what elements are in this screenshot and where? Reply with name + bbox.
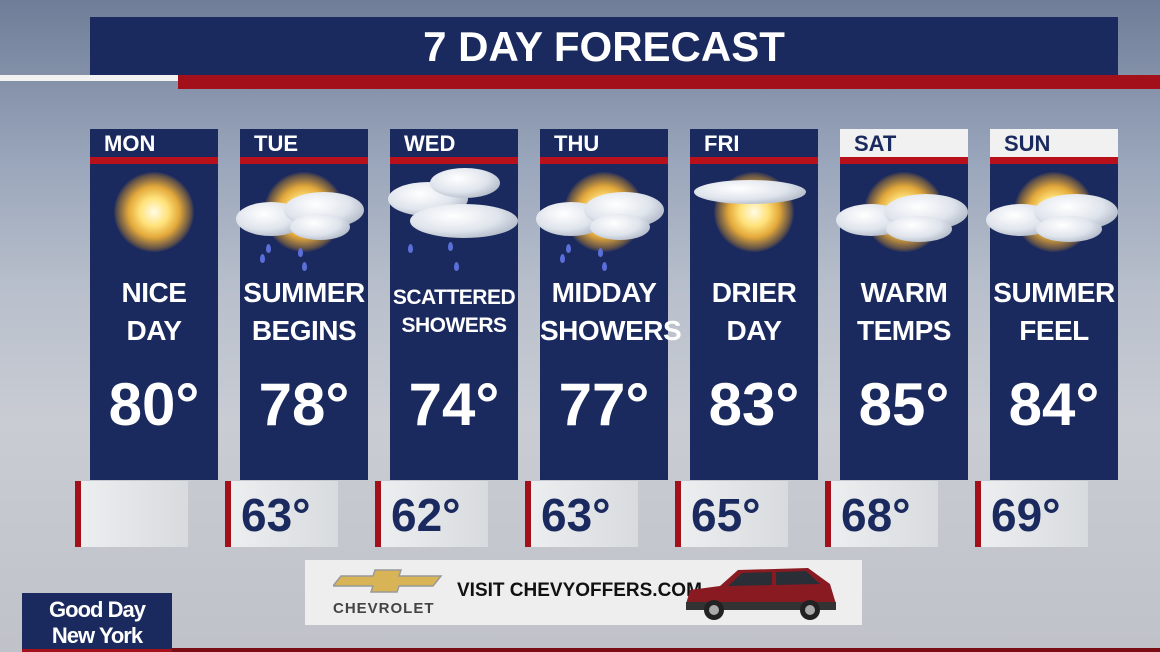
header-divider <box>690 157 818 164</box>
day-column-mon: MON NICE DAY 80° <box>90 129 218 480</box>
low-temperature: 62° <box>375 481 488 547</box>
good-day-new-york-logo: Good Day New York <box>22 593 172 652</box>
day-label: WED <box>404 131 456 156</box>
header-divider <box>240 157 368 164</box>
mostly-sunny-icon <box>690 164 818 274</box>
low-temperature: 68° <box>825 481 938 547</box>
page-title: 7 DAY FORECAST <box>90 17 1118 75</box>
day-column-sun: SUN SUMMER FEEL 84° <box>986 129 1118 480</box>
header-divider <box>990 157 1118 164</box>
description-line-2: FEEL <box>1019 315 1089 346</box>
accent-line-white <box>0 75 178 81</box>
car-image <box>686 568 836 620</box>
day-column-tue: TUE SUMMER BEGINS 78° <box>236 129 368 480</box>
day-label: FRI <box>704 131 740 156</box>
header-divider <box>540 157 668 164</box>
ad-text[interactable]: VISIT CHEVYOFFERS.COM <box>457 580 702 601</box>
forecast-description: SUMMER BEGINS <box>240 274 368 370</box>
day-label: MON <box>104 131 156 156</box>
low-temperature: 63° <box>525 481 638 547</box>
day-label: TUE <box>254 131 298 156</box>
description-line-1: NICE <box>121 277 187 308</box>
high-temperature: 83° <box>708 371 800 438</box>
partly-cloudy-icon <box>986 164 1118 274</box>
description-line-1: MIDDAY <box>551 277 657 308</box>
partly-cloudy-showers-icon <box>536 164 668 274</box>
bottom-accent-line <box>172 648 1160 652</box>
description-line-1: SUMMER <box>243 277 365 308</box>
header-divider <box>390 157 518 164</box>
header-divider <box>840 157 968 164</box>
forecast-description: SCATTERED SHOWERS <box>390 274 518 370</box>
low-temperature: 63° <box>225 481 338 547</box>
high-temperature: 77° <box>558 371 650 438</box>
description-line-1: SCATTERED <box>392 286 516 309</box>
description-line-2: DAY <box>126 315 182 346</box>
description-line-2: DAY <box>726 315 782 346</box>
ad-brand: CHEVROLET <box>333 600 435 617</box>
description-line-2: TEMPS <box>857 315 951 346</box>
day-column-thu: THU MIDDAY SHOWERS 77° <box>536 129 682 480</box>
description-line-1: WARM <box>860 277 948 308</box>
high-temperature: 74° <box>408 371 500 438</box>
forecast-description: MIDDAY SHOWERS <box>540 274 682 370</box>
day-column-fri: FRI DRIER DAY 83° <box>690 129 818 480</box>
low-temperature: 69° <box>975 481 1088 547</box>
forecast-description: NICE DAY <box>90 274 218 370</box>
description-line-1: SUMMER <box>993 277 1115 308</box>
description-line-2: SHOWERS <box>540 315 682 346</box>
day-column-wed: WED SCATTERED SHOWERS 74° <box>388 129 518 480</box>
logo-line-1: Good Day <box>49 597 146 622</box>
low-temperature <box>75 481 188 547</box>
day-label: THU <box>554 131 600 156</box>
partly-cloudy-showers-icon <box>236 164 368 274</box>
description-line-1: DRIER <box>711 277 797 308</box>
logo-line-2: New York <box>51 623 143 648</box>
high-temperature: 80° <box>108 371 200 438</box>
header-divider <box>90 157 218 164</box>
chevrolet-ad-banner[interactable]: CHEVROLET VISIT CHEVYOFFERS.COM <box>305 560 862 625</box>
partly-cloudy-icon <box>836 164 968 274</box>
cloudy-showers-icon <box>388 164 518 274</box>
high-temperature: 84° <box>1008 371 1100 438</box>
high-temperature: 78° <box>258 371 350 438</box>
description-line-2: BEGINS <box>251 315 357 346</box>
sunny-icon <box>90 164 218 274</box>
day-label: SUN <box>990 129 1118 157</box>
forecast-description: DRIER DAY <box>690 274 818 370</box>
accent-line-red <box>178 75 1160 89</box>
high-temperature: 85° <box>858 371 950 438</box>
low-temperature: 65° <box>675 481 788 547</box>
chevrolet-bowtie-logo <box>333 569 443 593</box>
day-column-sat: SAT WARM TEMPS 85° <box>836 129 968 480</box>
day-label: SAT <box>840 129 968 157</box>
forecast-description: WARM TEMPS <box>840 274 968 370</box>
description-line-2: SHOWERS <box>401 314 507 337</box>
forecast-description: SUMMER FEEL <box>990 274 1118 370</box>
